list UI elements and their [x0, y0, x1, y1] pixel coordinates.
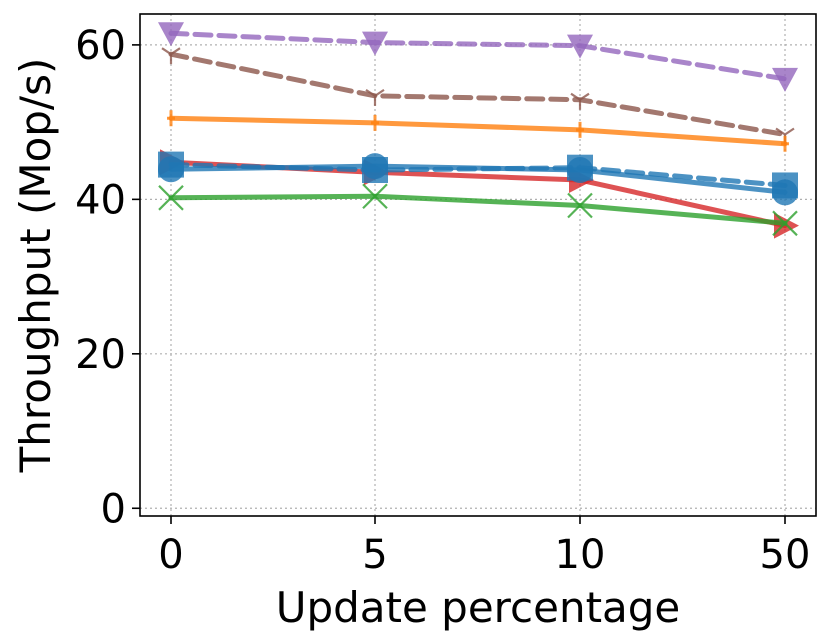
- data-point: [576, 121, 584, 138]
- series-2: [167, 110, 789, 152]
- series-3: [160, 149, 799, 239]
- series-line: [168, 115, 788, 147]
- grid: [140, 14, 816, 516]
- data-point: [362, 31, 388, 56]
- data-point: [781, 135, 789, 152]
- data-point: [158, 185, 184, 211]
- data-point: [158, 156, 184, 183]
- series-6: [158, 183, 798, 237]
- data-point: [167, 110, 175, 127]
- series-0: [158, 22, 798, 92]
- x-tick-label: 50: [760, 532, 811, 578]
- data-point: [161, 47, 181, 65]
- data-point: [362, 183, 388, 210]
- data-point: [772, 179, 798, 206]
- series-5: [158, 153, 798, 206]
- data-point: [772, 67, 798, 92]
- data-point: [371, 114, 379, 131]
- series-line: [168, 51, 788, 137]
- series-line: [168, 163, 788, 195]
- data-point: [567, 157, 593, 184]
- ticks: 0 5 10 50 0 20 40 60: [75, 23, 810, 578]
- y-tick-label: 40: [75, 177, 126, 223]
- data-point: [772, 210, 798, 237]
- series-1: [161, 47, 795, 145]
- series-line: [168, 193, 788, 226]
- data-point: [362, 153, 388, 180]
- data-point: [567, 192, 593, 219]
- data-point: [365, 88, 385, 106]
- y-tick-label: 20: [75, 332, 126, 378]
- x-axis-label: Update percentage: [276, 583, 681, 632]
- data-point: [570, 92, 590, 110]
- y-tick-label: 60: [75, 23, 126, 69]
- data-point: [158, 22, 184, 47]
- series-layer: [158, 22, 799, 239]
- x-tick-label: 10: [555, 532, 606, 578]
- data-point: [567, 34, 593, 59]
- y-axis-label: Throughput (Mop/s): [11, 58, 60, 474]
- plot-frame: [139, 13, 817, 517]
- x-tick-label: 0: [158, 532, 183, 578]
- x-tick-label: 5: [362, 532, 387, 578]
- series-line: [168, 30, 788, 82]
- y-tick-label: 0: [101, 486, 126, 532]
